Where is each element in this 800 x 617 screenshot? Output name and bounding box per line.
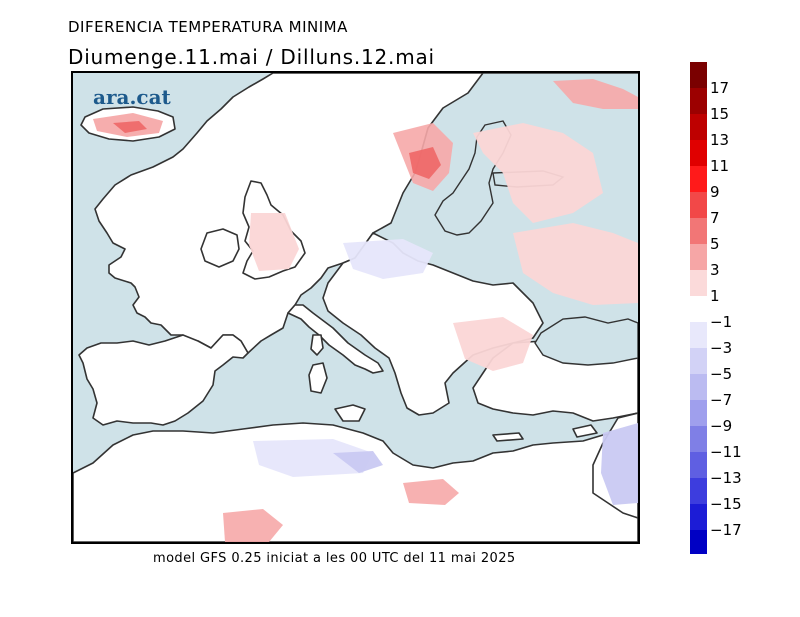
chart-title: DIFERENCIA TEMPERATURA MINIMA: [68, 18, 348, 36]
warm-balkans: [453, 317, 533, 371]
brand-logo: ara.cat: [93, 85, 171, 109]
cool-algeria-core: [333, 451, 383, 473]
colorbar-label: −11: [710, 443, 742, 461]
colorbar-segment: [690, 452, 707, 478]
colorbar: [690, 62, 707, 554]
colorbar-label: 3: [710, 261, 720, 279]
colorbar-label: −7: [710, 391, 733, 409]
colorbar-label: −5: [710, 365, 733, 383]
warm-iceland-core: [113, 121, 147, 133]
colorbar-label: −1: [710, 313, 733, 331]
colorbar-label: −9: [710, 417, 733, 435]
north-africa: [73, 422, 638, 542]
colorbar-segment: [690, 140, 707, 166]
crete: [492, 432, 524, 442]
colorbar-label: 13: [710, 131, 730, 149]
colorbar-segment: [690, 114, 707, 140]
colorbar-segment: [690, 478, 707, 504]
colorbar-label: 9: [710, 183, 720, 201]
colorbar-label: 7: [710, 209, 720, 227]
ireland: [200, 228, 240, 268]
colorbar-label: 15: [710, 105, 730, 123]
warm-sahara-1: [223, 509, 283, 542]
cool-germany: [343, 239, 433, 279]
colorbar-segment: [690, 270, 707, 296]
colorbar-segment: [690, 348, 707, 374]
colorbar-label: −13: [710, 469, 742, 487]
colorbar-segment: [690, 88, 707, 114]
warm-sahara-2: [403, 479, 459, 505]
colorbar-segment: [690, 400, 707, 426]
map-canvas: [73, 73, 638, 542]
italy: [287, 304, 384, 374]
colorbar-label: −3: [710, 339, 733, 357]
warm-scandinavia-core: [409, 147, 441, 179]
warm-finland: [473, 123, 603, 223]
colorbar-segment: [690, 62, 707, 88]
colorbar-label: 5: [710, 235, 720, 253]
warm-anomalies: [93, 79, 638, 542]
colorbar-label: −17: [710, 521, 742, 539]
colorbar-segment: [690, 374, 707, 400]
colorbar-segment: [690, 530, 707, 554]
colorbar-label: 17: [710, 79, 730, 97]
colorbar-segment: [690, 192, 707, 218]
iberia: [78, 334, 249, 426]
warm-russia: [513, 223, 638, 305]
colorbar-segment: [690, 166, 707, 192]
colorbar-label: 11: [710, 157, 730, 175]
model-caption: model GFS 0.25 iniciat a les 00 UTC del …: [153, 551, 516, 566]
warm-britain: [249, 213, 299, 271]
cool-algeria: [253, 439, 373, 477]
chart-subtitle: Diumenge.11.mai / Dilluns.12.mai: [68, 45, 435, 69]
colorbar-segment: [690, 296, 707, 322]
cool-anomalies: [253, 239, 638, 505]
cyprus: [572, 424, 598, 438]
colorbar-segment: [690, 426, 707, 452]
corsica: [310, 334, 324, 356]
sicily: [334, 404, 366, 422]
colorbar-label: −15: [710, 495, 742, 513]
colorbar-label: 1: [710, 287, 720, 305]
colorbar-segment: [690, 244, 707, 270]
map-panel: ara.cat: [71, 71, 640, 544]
warm-kola: [553, 79, 638, 109]
cool-levant: [601, 423, 638, 505]
balkans-turkey: [322, 232, 544, 416]
colorbar-segment: [690, 218, 707, 244]
sardinia: [308, 362, 328, 394]
colorbar-segment: [690, 504, 707, 530]
colorbar-segment: [690, 322, 707, 348]
black-sea: [534, 316, 638, 366]
